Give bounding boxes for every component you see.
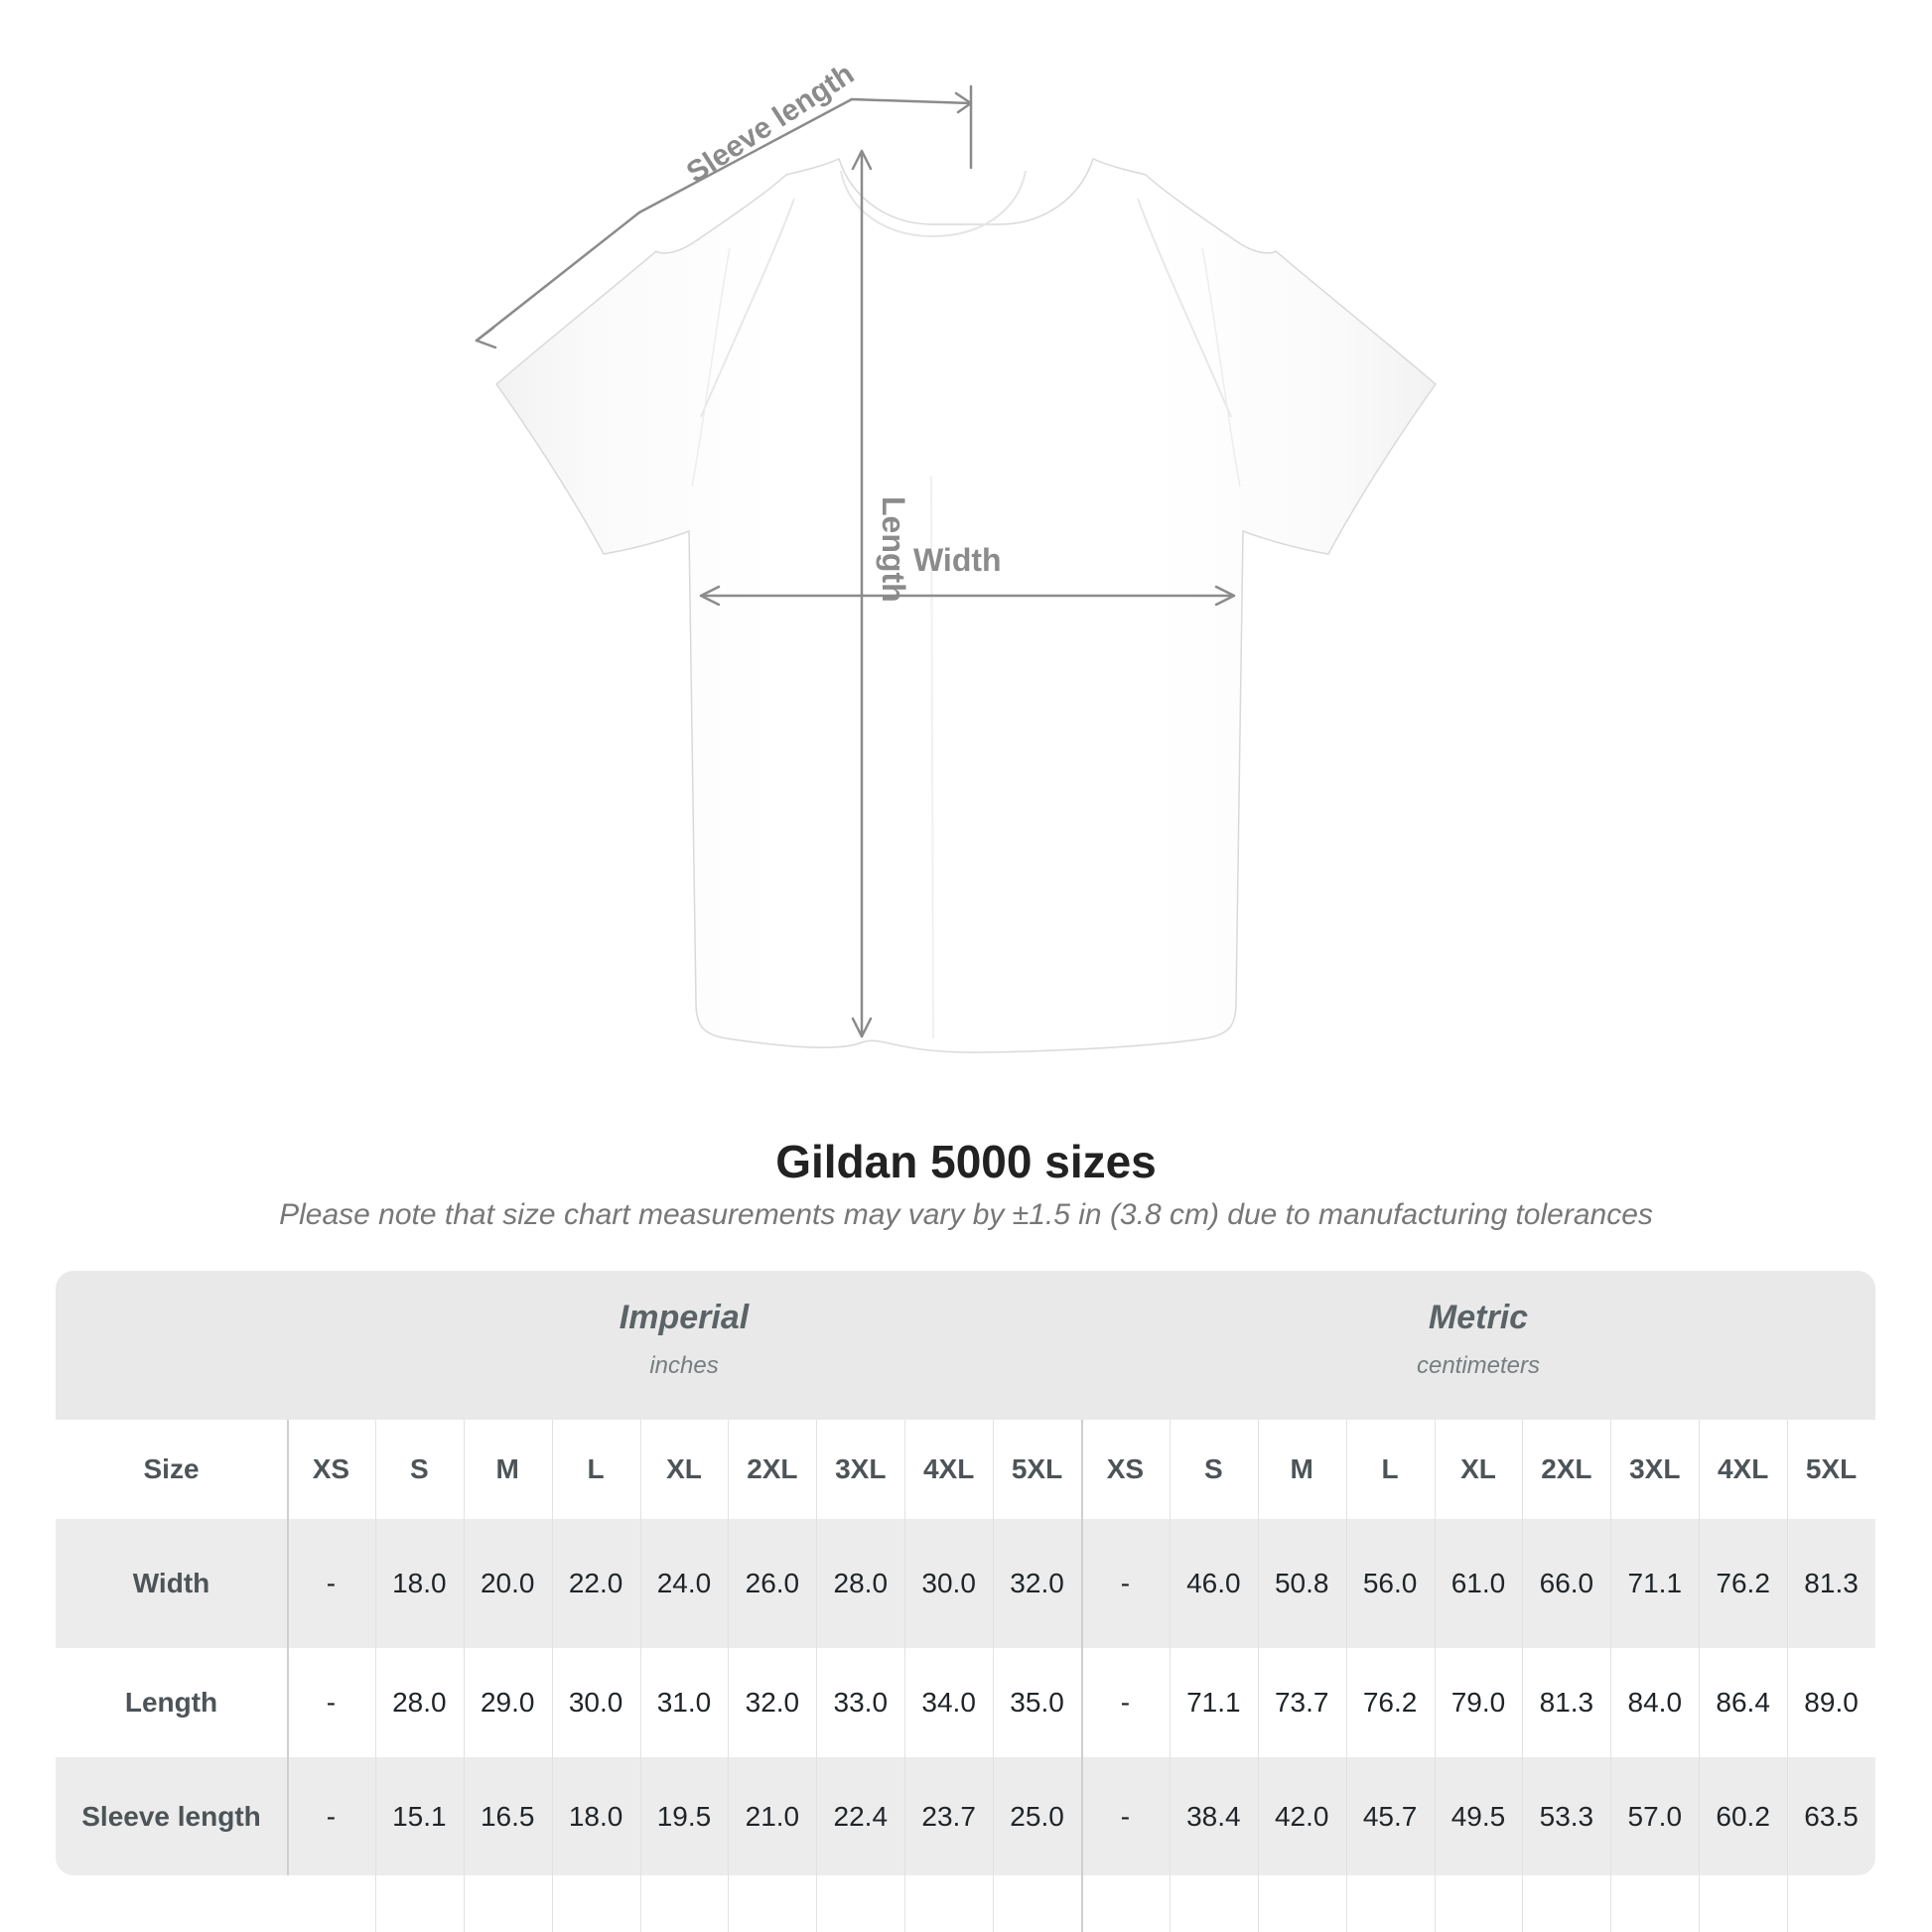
- svg-text:Width: Width: [913, 542, 1002, 578]
- svg-text:Length: Length: [876, 496, 911, 603]
